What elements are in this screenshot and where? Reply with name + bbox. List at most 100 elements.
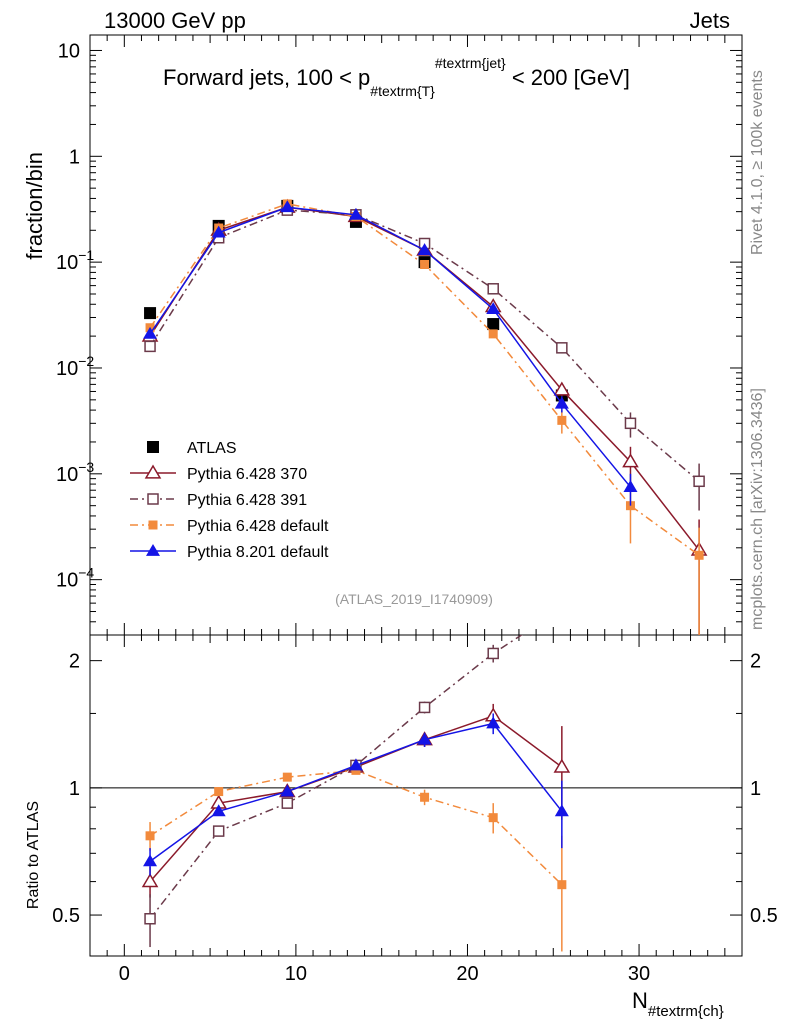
series-0 [144, 199, 568, 402]
ratio-panel-frame [89, 634, 743, 957]
ratio-point [144, 913, 156, 925]
legend-label: ATLAS [187, 440, 237, 457]
main-y-tick-label: 10−4 [56, 565, 94, 592]
data-point [420, 260, 430, 270]
legend-label: Pythia 6.428 391 [187, 492, 307, 509]
side-label-top: Rivet 4.1.0, ≥ 100k events [749, 70, 766, 255]
legend-item: Pythia 8.201 default [130, 544, 329, 561]
tick-base: 10 [56, 570, 78, 592]
ratio-point [557, 880, 567, 890]
legend-label: Pythia 6.428 default [187, 518, 329, 535]
ratio-y-tick-label: 0.5 [52, 905, 80, 927]
chart-title-main: Forward jets, 100 < p [163, 65, 370, 90]
ratio-point [348, 758, 363, 771]
ratio-point [212, 825, 225, 837]
main-y-label: fraction/bin [22, 152, 47, 260]
data-point [488, 329, 498, 339]
data-point [556, 342, 568, 354]
tick-base: 10 [56, 252, 78, 274]
data-point [417, 243, 432, 255]
ratio-point [417, 732, 432, 745]
series-3 [145, 199, 704, 635]
ratio-point [418, 701, 431, 714]
legend-item: Pythia 6.428 default [130, 518, 329, 535]
legend-item: ATLAS [147, 440, 237, 457]
legend-marker [146, 544, 160, 556]
ratio-y-tick-label-right: 0.5 [750, 905, 778, 927]
chart-title-sup: #textrm{jet} [435, 55, 506, 71]
series-line [149, 206, 632, 488]
ratio-series-0 [141, 703, 571, 898]
ratio-point [351, 765, 361, 775]
data-point [348, 207, 363, 220]
x-tick-label: 0 [119, 963, 130, 985]
data-point [693, 475, 705, 488]
legend-marker [148, 520, 158, 530]
ratio-point [143, 854, 158, 867]
ratio-point [553, 758, 571, 773]
ratio-point [554, 804, 569, 817]
main-y-tick-label: 1 [69, 146, 80, 168]
data-point [280, 200, 295, 213]
data-point [557, 415, 567, 425]
ratio-point [280, 784, 295, 797]
ratio-point [486, 716, 501, 729]
data-point [624, 417, 637, 430]
legend-item: Pythia 6.428 391 [130, 492, 307, 509]
x-axis-label-main: N [632, 988, 648, 1013]
main-series-group [141, 198, 708, 635]
ratio-y-tick-label: 1 [69, 778, 80, 800]
legend: ATLAS Pythia 6.428 370 Pythia 6.428 391 Pyt… [130, 440, 329, 561]
ratio-point [145, 831, 155, 841]
analysis-watermark: (ATLAS_2019_I1740909) [335, 591, 493, 607]
side-label-bottom: mcplots.cern.ch [arXiv:1306.3436] [749, 388, 766, 630]
legend-marker [147, 493, 159, 505]
ratio-line [149, 722, 563, 862]
main-y-tick-label: 10−3 [56, 459, 94, 486]
chart-title-end: < 200 [GeV] [506, 65, 630, 90]
x-tick-label: 30 [628, 963, 650, 985]
tick-base: 10 [56, 358, 78, 380]
ratio-line [149, 635, 523, 920]
ratio-y-tick-label: 2 [69, 651, 80, 673]
legend-label: Pythia 8.201 default [187, 544, 329, 561]
tick-base: 10 [58, 40, 80, 62]
ratio-y-tick-label-right: 2 [750, 651, 761, 673]
tick-exp: −4 [78, 565, 94, 581]
ratio-point [488, 813, 498, 823]
x-tick-label: 20 [456, 963, 478, 985]
data-point [486, 302, 501, 315]
data-point [694, 550, 704, 560]
ratio-point [281, 797, 294, 809]
ratio-point [282, 772, 292, 782]
legend-marker [147, 441, 159, 453]
ratio-y-label: Ratio to ATLAS [25, 801, 42, 909]
data-point [144, 307, 157, 320]
main-y-tick-label: 10−1 [56, 247, 94, 274]
ratio-series-2 [145, 765, 567, 952]
tick-base: 10 [56, 464, 78, 486]
ratio-series-1 [144, 635, 523, 948]
legend-item: Pythia 6.428 370 [130, 464, 307, 483]
data-point [622, 453, 639, 468]
ratio-point [141, 873, 159, 888]
tick-exp: −3 [78, 459, 94, 475]
data-point [623, 480, 638, 492]
ratio-point [211, 804, 226, 817]
ratio-line [149, 715, 563, 883]
tick-base: 1 [69, 146, 80, 168]
chart-title-sub: #textrm{T} [370, 83, 435, 99]
tick-exp: −2 [78, 353, 94, 369]
data-point [487, 318, 500, 331]
x-axis-label: N#textrm{ch} [632, 988, 724, 1020]
main-y-tick-label: 10−2 [56, 353, 94, 380]
ratio-series-3 [143, 713, 569, 876]
ratio-point [487, 647, 499, 660]
data-point [211, 225, 226, 238]
data-point [554, 396, 569, 409]
ratio-point [214, 787, 224, 797]
legend-marker [144, 464, 162, 479]
ratio-series-group [141, 635, 571, 952]
